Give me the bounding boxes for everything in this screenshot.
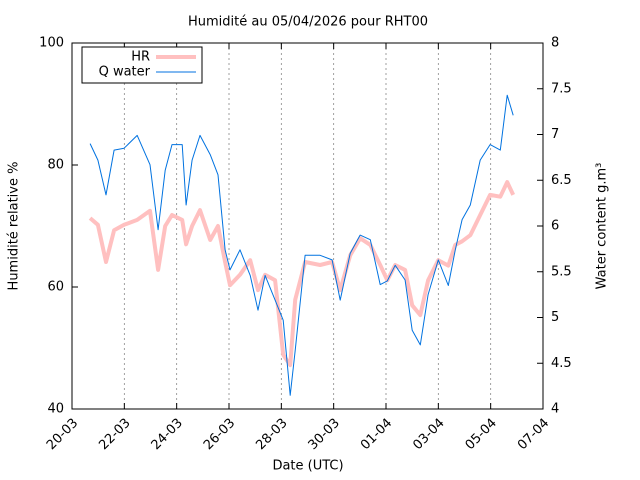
- y-tick-label: 40: [47, 402, 64, 417]
- chart-title: Humidité au 05/04/2026 pour RHT00: [188, 15, 428, 30]
- y-tick-label: 80: [47, 158, 64, 173]
- y2-axis-label: Water content g.m³: [595, 163, 610, 290]
- y2-tick-label: 6: [551, 219, 559, 234]
- y2-tick-label: 6.5: [551, 173, 572, 188]
- legend-box: [81, 46, 203, 84]
- x-axis-label: Date (UTC): [272, 459, 343, 474]
- series-line: [88, 180, 516, 368]
- y2-tick-label: 5: [551, 310, 559, 325]
- legend-label: HR: [131, 50, 150, 65]
- y-tick-label: 100: [39, 36, 64, 51]
- y-tick-label: 60: [47, 280, 64, 295]
- y2-tick-label: 7: [551, 127, 559, 142]
- y2-tick-label: 4: [551, 402, 559, 417]
- y2-tick-label: 5.5: [551, 264, 572, 279]
- y2-tick-label: 4.5: [551, 356, 572, 371]
- series-line: [89, 94, 514, 396]
- legend-label: Q water: [99, 65, 151, 80]
- y-axis-label: Humidité relative %: [7, 162, 22, 291]
- plot-frame: [71, 42, 544, 410]
- y2-tick-label: 7.5: [551, 81, 572, 96]
- y2-tick-label: 8: [551, 36, 559, 51]
